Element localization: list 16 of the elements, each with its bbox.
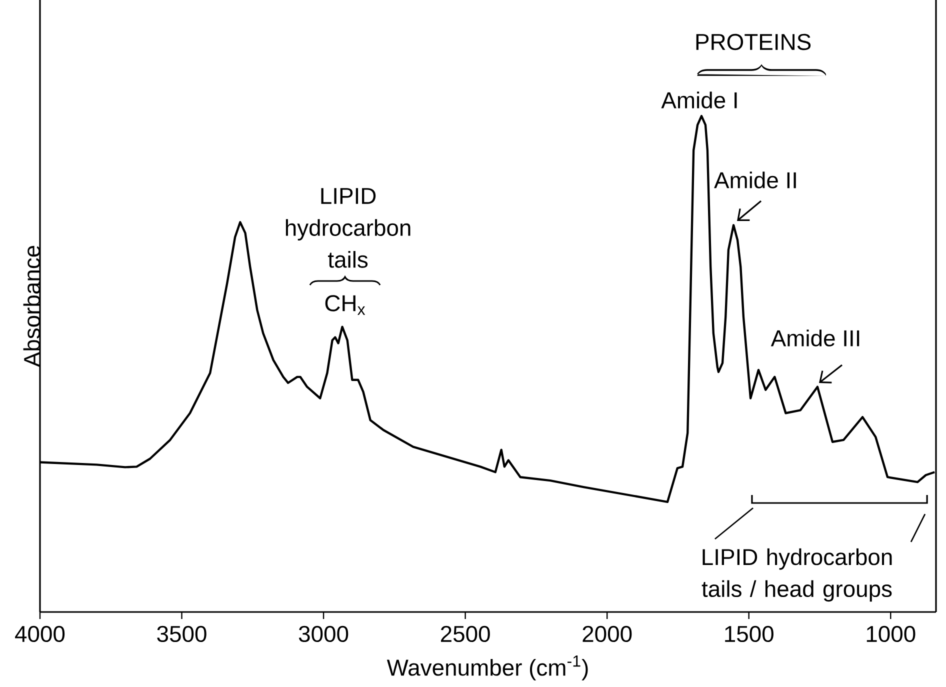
x-tick-label: 3500 bbox=[157, 626, 206, 642]
x-tick-label: 3000 bbox=[298, 626, 348, 642]
x-tick-label: 1000 bbox=[866, 626, 916, 642]
x-tick-label: 2000 bbox=[582, 626, 632, 642]
annotation: Amide II bbox=[714, 172, 796, 188]
x-tick-label: 2500 bbox=[440, 626, 490, 642]
x-tick-label: 1500 bbox=[725, 626, 774, 642]
x-tick-label: 4000 bbox=[15, 626, 65, 642]
annotation: LIPID hydrocarbon tails / head groups bbox=[702, 548, 892, 602]
y-axis-title: Absorbance bbox=[23, 246, 40, 368]
annotation: Amide III bbox=[770, 330, 860, 346]
x-axis-title: Wavenumber (cm$^{-1}$) bbox=[386, 656, 588, 680]
text: Amide I bbox=[661, 92, 737, 108]
text: PROTEINS bbox=[696, 34, 811, 50]
annotation: LIPID hydrocarbon tails bbox=[286, 188, 410, 268]
annotation: CH$_{x}$ bbox=[325, 295, 366, 315]
